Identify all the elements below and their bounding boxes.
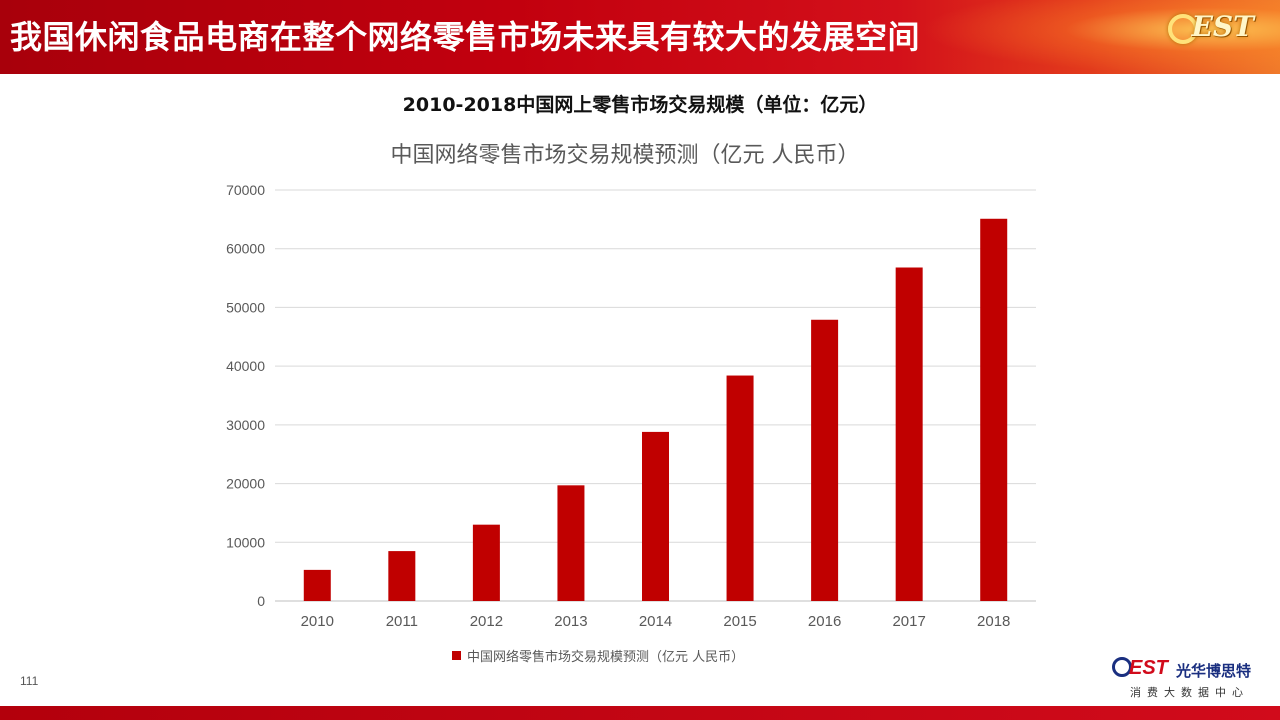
x-tick-label: 2013 <box>554 613 587 630</box>
x-tick-label: 2011 <box>386 613 418 630</box>
bar-2011 <box>388 551 416 601</box>
slide-title: 我国休闲食品电商在整个网络零售市场未来具有较大的发展空间 <box>10 18 921 56</box>
y-tick-label: 10000 <box>226 534 265 550</box>
best-logo: EST <box>1167 10 1254 44</box>
x-tick-label: 2018 <box>977 613 1010 630</box>
page-number: 111 <box>20 674 39 688</box>
logo-text: EST <box>1191 10 1254 43</box>
brand-ring-icon <box>1112 657 1132 677</box>
x-tick-label: 2012 <box>470 613 503 630</box>
x-tick-label: 2010 <box>301 613 334 630</box>
legend-label: 中国网络零售市场交易规模预测（亿元 人民币） <box>467 649 744 665</box>
header-bar: 我国休闲食品电商在整个网络零售市场未来具有较大的发展空间 EST <box>0 0 1280 74</box>
y-tick-label: 60000 <box>226 241 265 257</box>
y-tick-label: 20000 <box>226 476 265 492</box>
bar-2016 <box>811 319 839 601</box>
x-tick-label: 2017 <box>892 613 925 630</box>
slide-subtitle: 2010-2018中国网上零售市场交易规模（单位：亿元） <box>402 94 878 116</box>
bar-2012 <box>472 524 500 601</box>
y-axis-ticks: 0 10000 20000 30000 40000 50000 60000 70000 <box>226 182 265 609</box>
x-tick-label: 2015 <box>723 613 756 630</box>
x-tick-label: 2016 <box>808 613 841 630</box>
chart-title: 中国网络零售市场交易规模预测（亿元 人民币） <box>391 143 860 168</box>
y-tick-label: 40000 <box>226 358 265 374</box>
y-tick-label: 70000 <box>226 182 265 198</box>
y-tick-label: 30000 <box>226 417 265 433</box>
x-axis-ticks: 2010 2011 2012 2013 2014 2015 2016 2017 2018 <box>301 613 1011 630</box>
y-tick-label: 0 <box>257 593 265 609</box>
legend-swatch <box>452 651 461 660</box>
bar-series <box>303 218 1008 601</box>
bar-2018 <box>980 218 1008 601</box>
brand-mark: EST <box>1112 657 1168 680</box>
brand-name: 光华博思特 <box>1176 662 1252 680</box>
x-tick-label: 2014 <box>639 613 672 630</box>
bar-2015 <box>726 375 754 601</box>
bar-2014 <box>642 431 669 601</box>
brand-tagline: 消费大数据中心 <box>1130 686 1249 699</box>
bar-2010 <box>303 569 331 601</box>
footer-bar <box>0 706 1280 720</box>
bar-2017 <box>895 267 923 601</box>
bar-2013 <box>557 485 585 601</box>
brand-logo: EST 光华博思特 消费大数据中心 <box>1112 657 1272 703</box>
legend: 中国网络零售市场交易规模预测（亿元 人民币） <box>452 649 744 665</box>
logo-ring-icon <box>1167 13 1198 44</box>
y-tick-label: 50000 <box>226 299 265 315</box>
brand-mark-text: EST <box>1129 657 1168 679</box>
